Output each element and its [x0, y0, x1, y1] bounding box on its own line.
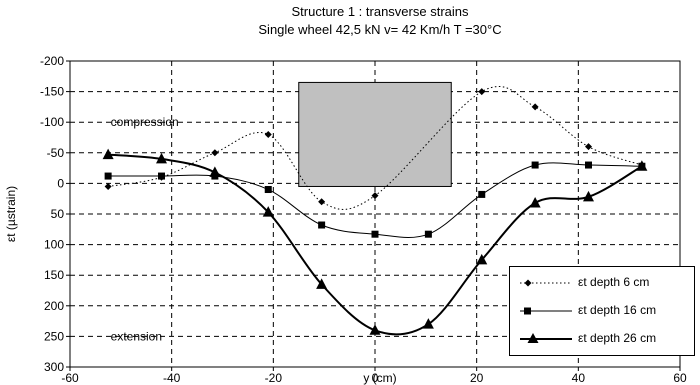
annotation-compression: compression — [111, 115, 179, 129]
point-depth-6 — [318, 198, 326, 206]
point-depth-26 — [476, 253, 488, 265]
x-tick-label: -60 — [61, 371, 79, 385]
legend-item-depth-6: εt depth 6 cm — [516, 273, 692, 293]
legend-swatch-depth-6 — [520, 279, 572, 287]
legend: εt depth 6 cm εt depth 16 cm εt depth 26… — [509, 266, 695, 356]
y-tick-label: 200 — [44, 299, 64, 313]
point-depth-6 — [211, 149, 219, 157]
point-depth-6 — [531, 103, 539, 111]
point-depth-26 — [102, 148, 114, 160]
point-depth-26 — [636, 160, 648, 171]
point-depth-6 — [104, 182, 112, 190]
point-depth-16 — [478, 190, 486, 198]
y-tick-label: -150 — [40, 85, 64, 99]
point-depth-6 — [371, 192, 379, 200]
y-tick-label: 50 — [51, 207, 65, 221]
x-tick-label: -20 — [265, 371, 283, 385]
legend-label-depth-26: εt depth 26 cm — [578, 331, 657, 345]
point-depth-6 — [264, 130, 272, 138]
point-depth-26 — [262, 206, 274, 217]
y-tick-label: -50 — [47, 146, 65, 160]
y-tick-label: 250 — [44, 329, 64, 343]
y-axis-label: εt (µstrain) — [4, 186, 18, 242]
annotation-extension: extension — [111, 329, 162, 343]
legend-item-depth-26: εt depth 26 cm — [516, 329, 692, 349]
legend-item-depth-16: εt depth 16 cm — [516, 301, 692, 321]
x-axis-label: y (cm) — [363, 371, 396, 385]
point-depth-16 — [424, 230, 432, 238]
wheel-load-box — [298, 81, 452, 187]
y-tick-label: 100 — [44, 238, 64, 252]
point-depth-16 — [318, 221, 326, 229]
legend-label-depth-6: εt depth 6 cm — [578, 275, 650, 289]
point-depth-26 — [209, 166, 221, 177]
legend-label-depth-16: εt depth 16 cm — [578, 303, 657, 317]
x-tick-label: 60 — [673, 371, 687, 385]
point-depth-16 — [264, 186, 272, 194]
point-depth-26 — [583, 190, 594, 202]
point-depth-26 — [316, 278, 328, 289]
x-tick-label: 0 — [372, 371, 379, 385]
point-depth-26 — [529, 196, 541, 208]
point-depth-16 — [371, 230, 379, 238]
x-tick-label: 20 — [470, 371, 484, 385]
legend-swatch-depth-26 — [520, 333, 572, 343]
series-layer — [102, 86, 648, 336]
series-line-0 — [108, 86, 643, 210]
point-depth-16 — [585, 161, 592, 169]
y-tick-label: 0 — [57, 176, 64, 190]
y-tick-label: -200 — [40, 54, 64, 68]
point-depth-16 — [531, 161, 539, 169]
point-depth-26 — [422, 318, 434, 329]
y-tick-label: -100 — [40, 115, 64, 129]
point-depth-16 — [158, 172, 165, 180]
point-depth-16 — [104, 172, 112, 180]
chart-title: Structure 1 : transverse strains — [291, 4, 469, 19]
chart-subtitle: Single wheel 42,5 kN v= 42 Km/h T =30°C — [258, 22, 502, 37]
point-depth-26 — [156, 152, 167, 164]
legend-swatch-depth-16 — [520, 307, 572, 315]
point-depth-6 — [478, 88, 486, 96]
point-depth-26 — [369, 324, 381, 335]
x-tick-label: 40 — [572, 371, 586, 385]
y-tick-label: 150 — [44, 268, 64, 282]
point-depth-6 — [585, 143, 592, 151]
x-tick-label: -40 — [163, 371, 181, 385]
y-tick-label: 300 — [44, 360, 64, 374]
